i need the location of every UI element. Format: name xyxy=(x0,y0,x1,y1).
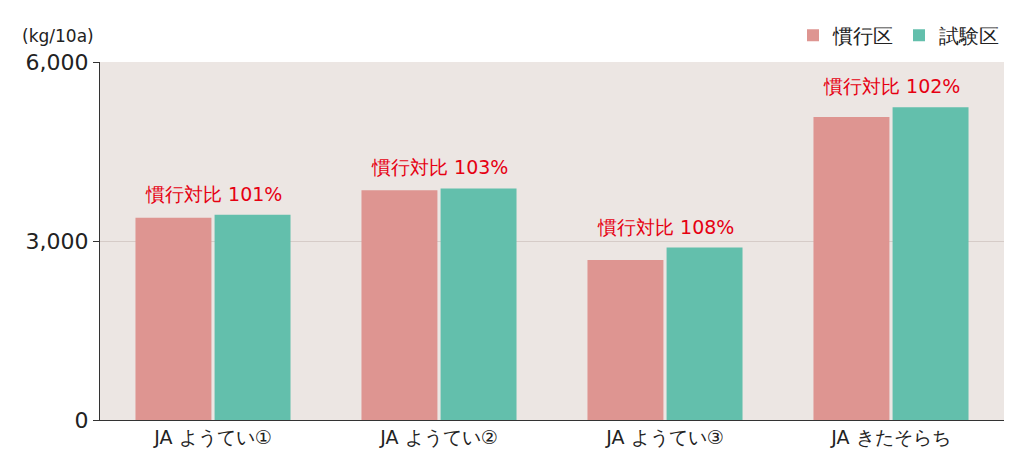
svg-text:慣行区: 慣行区 xyxy=(832,24,893,48)
svg-text:慣行対比 101%: 慣行対比 101% xyxy=(145,183,282,205)
svg-text:慣行対比 108%: 慣行対比 108% xyxy=(597,216,734,238)
svg-text:0: 0 xyxy=(75,408,89,433)
svg-text:6,000: 6,000 xyxy=(26,50,89,75)
svg-text:慣行対比 102%: 慣行対比 102% xyxy=(823,75,960,97)
svg-text:JA きたそらち: JA きたそらち xyxy=(830,426,950,448)
svg-text:3,000: 3,000 xyxy=(26,229,89,254)
svg-text:JA ようてい②: JA ようてい② xyxy=(379,426,497,448)
svg-text:JA ようてい③: JA ようてい③ xyxy=(605,426,723,448)
svg-text:(kg/10a): (kg/10a) xyxy=(22,26,94,46)
svg-text:試験区: 試験区 xyxy=(939,24,999,48)
svg-text:JA ようてい①: JA ようてい① xyxy=(153,426,271,448)
svg-text:慣行対比 103%: 慣行対比 103% xyxy=(371,156,508,178)
